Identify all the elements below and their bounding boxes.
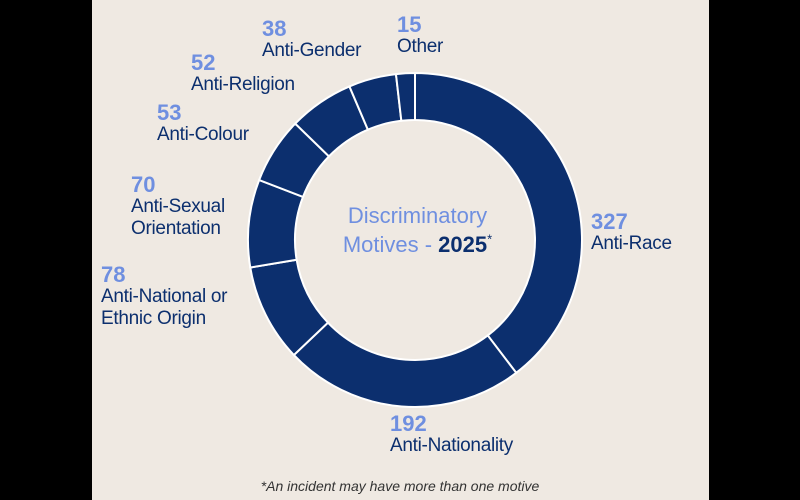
chart-title: Discriminatory Motives - 2025*: [315, 202, 520, 259]
slice-category: Anti-Gender: [262, 40, 362, 61]
slice-label-anti-race: 327 Anti-Race: [591, 211, 672, 255]
slice-category: Other: [397, 36, 444, 57]
slice-category: Anti-National or Ethnic Origin: [101, 286, 228, 330]
slice-value: 15: [397, 12, 422, 37]
slice-value: 192: [390, 411, 427, 436]
chart-title-line2: Motives - 2025*: [315, 231, 520, 260]
chart-title-year: 2025: [438, 231, 488, 257]
donut-slice-anti-nationality: [292, 321, 518, 408]
slice-label-anti-colour: 53 Anti-Colour: [157, 102, 249, 146]
slice-value: 53: [157, 100, 182, 125]
chart-title-line1: Discriminatory: [347, 203, 488, 228]
slice-label-anti-sexual-orientation: 70 Anti-Sexual Orientation: [131, 174, 225, 241]
slice-label-anti-religion: 52 Anti-Religion: [191, 52, 295, 96]
donut-slice-anti-race: [414, 71, 583, 375]
slice-label-anti-gender: 38 Anti-Gender: [262, 18, 361, 62]
slice-value: 70: [131, 172, 156, 197]
slice-category: Anti-Race: [591, 233, 672, 254]
slice-label-other: 15 Other: [397, 14, 443, 58]
chart-title-marker: *: [487, 231, 493, 247]
slice-label-anti-nationality: 192 Anti-Nationality: [390, 413, 513, 457]
slice-category: Anti-Sexual Orientation: [131, 196, 225, 240]
slice-value: 327: [591, 209, 628, 234]
footnote: *An incident may have more than one moti…: [260, 478, 540, 494]
slice-category: Anti-Religion: [191, 74, 295, 95]
slice-category: Anti-Nationality: [390, 435, 513, 456]
slice-value: 52: [191, 50, 216, 75]
donut-slice-other: [394, 71, 416, 122]
slice-value: 78: [101, 262, 126, 287]
slice-label-anti-national-ethnic-origin: 78 Anti-National or Ethnic Origin: [101, 264, 227, 331]
slice-value: 38: [262, 16, 287, 41]
slice-category: Anti-Colour: [157, 124, 249, 145]
chart-title-prefix: Motives -: [342, 231, 439, 257]
